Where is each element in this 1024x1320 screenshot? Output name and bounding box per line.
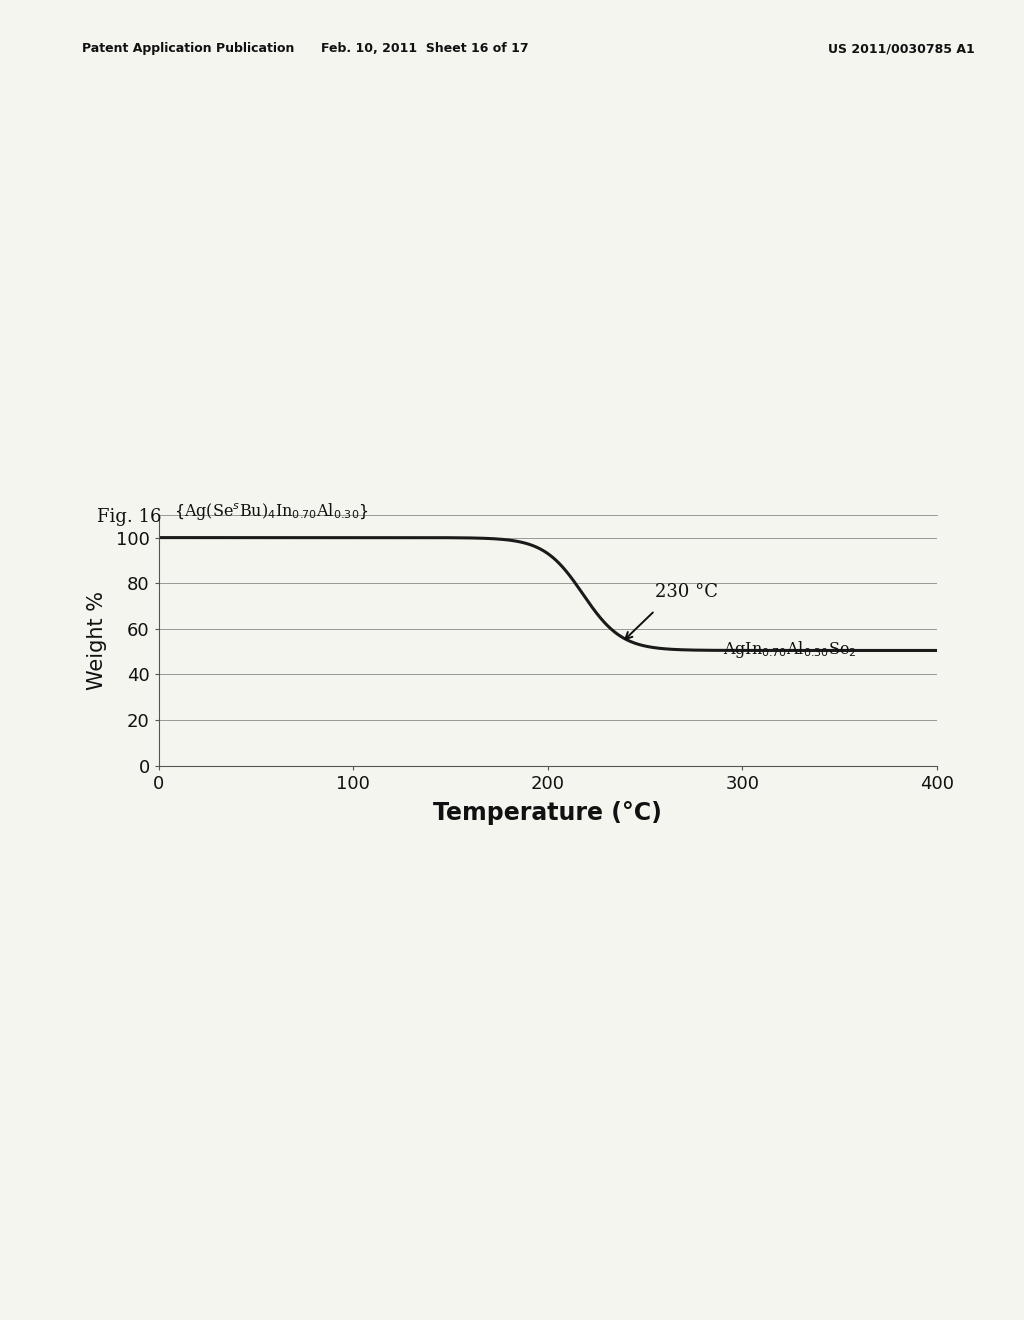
- Text: $\{$Ag(Se$^s$Bu)$_4$In$_{0.70}$Al$_{0.30}\}$: $\{$Ag(Se$^s$Bu)$_4$In$_{0.70}$Al$_{0.30…: [174, 500, 369, 521]
- Text: Feb. 10, 2011  Sheet 16 of 17: Feb. 10, 2011 Sheet 16 of 17: [322, 42, 528, 55]
- Text: Patent Application Publication: Patent Application Publication: [82, 42, 294, 55]
- Text: AgIn$_{0.70}$Al$_{0.30}$Se$_2$: AgIn$_{0.70}$Al$_{0.30}$Se$_2$: [723, 639, 857, 660]
- Text: Fig. 16: Fig. 16: [97, 508, 162, 527]
- Y-axis label: Weight %: Weight %: [87, 591, 108, 689]
- Text: US 2011/0030785 A1: US 2011/0030785 A1: [827, 42, 975, 55]
- Text: 230 °C: 230 °C: [655, 583, 718, 602]
- X-axis label: Temperature (°C): Temperature (°C): [433, 801, 663, 825]
